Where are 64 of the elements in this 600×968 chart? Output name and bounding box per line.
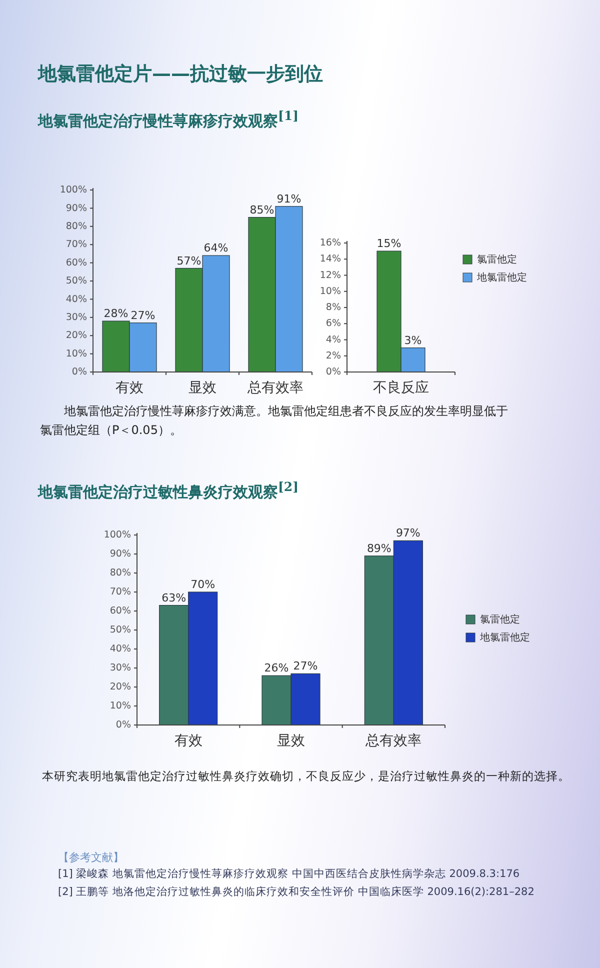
y-tick-label: 90%: [110, 548, 131, 560]
annotation: [1] 梁峻森 地氯雷他定治疗慢性荨麻疹疗效观察 中国中西医结合皮肤性病学杂志 2009.8.3:176: [58, 867, 521, 882]
legend-label: 氯雷他定: [477, 254, 517, 266]
y-tick-label: 100%: [104, 530, 131, 541]
y-tick-label: 60%: [110, 606, 131, 617]
y-tick-label: 90%: [66, 202, 87, 214]
title: 地氯雷他定片——抗过敏一步到位: [38, 62, 323, 87]
y-tick-label: 4%: [326, 334, 341, 346]
y-tick-label: 20%: [66, 330, 87, 342]
data-label: 97%: [396, 526, 420, 540]
y-tick-label: 40%: [66, 294, 87, 305]
data-label: 64%: [204, 242, 228, 255]
y-tick-label: 10%: [110, 700, 131, 712]
data-label: 63%: [162, 591, 186, 604]
y-tick-label: 50%: [66, 276, 87, 287]
y-tick-label: 60%: [66, 257, 87, 268]
y-tick-label: 80%: [66, 220, 87, 232]
legend-label: 地氯雷他定: [476, 272, 527, 284]
y-tick-label: 30%: [110, 662, 131, 674]
y-tick-label: 14%: [320, 254, 341, 265]
y-tick-label: 20%: [110, 682, 131, 693]
y-tick-label: 70%: [110, 586, 131, 598]
y-tick-label: 16%: [320, 238, 341, 249]
annotation: 【参考文献】: [58, 850, 125, 866]
y-tick-label: 2%: [326, 350, 341, 362]
y-tick-label: 70%: [66, 239, 87, 250]
annotation: 地氯雷他定治疗慢性荨麻疹疗效满意。地氯雷他定组患者不良反应的发生率明显低于氯雷他定组（P＜0.05）。: [40, 403, 509, 439]
y-tick-label: 0%: [326, 366, 341, 378]
data-label: 89%: [366, 542, 392, 555]
title: 地氯雷他定治疗过敏性鼻炎疗效观察$^{[2]}$: [38, 478, 299, 503]
data-label: 3%: [404, 334, 422, 347]
y-tick-label: 30%: [66, 312, 87, 324]
x-tick-label: 显效: [277, 733, 305, 749]
y-tick-label: 8%: [326, 302, 341, 314]
x-tick-label: 显效: [188, 380, 216, 396]
data-label: 26%: [264, 662, 289, 675]
y-tick-label: 80%: [110, 568, 131, 579]
y-tick-label: 10%: [320, 286, 341, 297]
y-tick-label: 100%: [60, 184, 87, 196]
annotation: 本研究表明地氯雷他定治疗过敏性鼻炎疗效确切，不良反应少，是治疗过敏性鼻炎的一种新的选择。: [42, 768, 571, 785]
data-label: 27%: [130, 308, 156, 322]
x-tick-label: 不良反应: [373, 380, 429, 396]
y-tick-label: 12%: [320, 270, 341, 281]
annotation: [2] 王鹏等 地洛他定治疗过敏性鼻炎的临床疗效和安全性评价 中国临床医学 2009.16(2):281–282: [58, 885, 536, 900]
x-tick-label: 总有效率: [364, 733, 422, 749]
legend-label: 氯雷他定: [480, 614, 520, 626]
y-tick-label: 0%: [116, 720, 131, 731]
data-label: 15%: [376, 237, 402, 250]
y-tick-label: 50%: [110, 624, 131, 636]
subtitle: 地氯雷他定治疗慢性荨麻疹疗效观察$^{[1]}$: [38, 107, 299, 132]
y-tick-label: 40%: [110, 644, 131, 655]
data-label: 85%: [250, 203, 274, 216]
x-tick-label: 有效: [116, 380, 144, 396]
data-label: 57%: [176, 254, 202, 268]
legend-label: 地氯雷他定: [479, 632, 530, 644]
y-tick-label: 10%: [66, 348, 87, 360]
y-tick-label: 0%: [72, 366, 87, 378]
data-label: 70%: [190, 578, 216, 591]
x-tick-label: 总有效率: [246, 380, 304, 396]
data-label: 91%: [276, 192, 302, 206]
x-tick-label: 有效: [174, 733, 202, 749]
y-tick-label: 6%: [326, 318, 341, 330]
data-label: 27%: [293, 660, 318, 673]
data-label: 28%: [104, 307, 128, 320]
